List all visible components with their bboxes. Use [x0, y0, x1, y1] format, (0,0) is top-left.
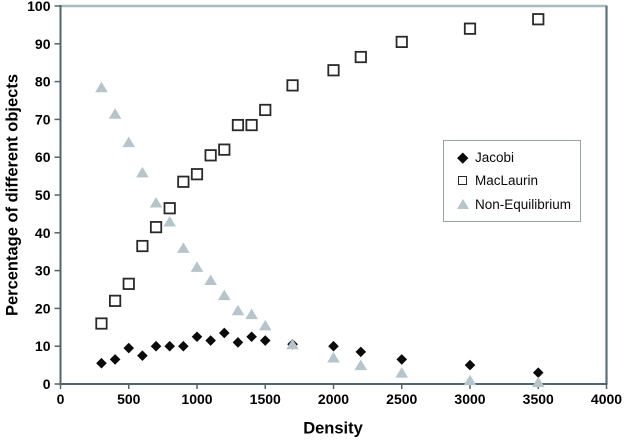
y-tick-label: 40 [35, 225, 51, 241]
legend-item-jacobi: Jacobi [455, 151, 576, 165]
y-tick-label: 20 [35, 300, 51, 316]
y-axis-title: Percentage of different objects [3, 73, 22, 317]
x-tick-label: 3000 [454, 391, 485, 407]
data-point-jacobi [109, 354, 121, 365]
data-point-maclaurin [190, 168, 204, 181]
data-point-non-equilibrium [327, 352, 340, 363]
data-point-non-equilibrium [286, 338, 299, 350]
data-point-non-equilibrium [463, 374, 477, 386]
data-point-maclaurin [149, 221, 163, 234]
data-point-non-equilibrium [149, 197, 163, 208]
y-tick-label: 70 [35, 111, 51, 127]
data-point-maclaurin [95, 317, 108, 330]
data-point-maclaurin [218, 143, 231, 156]
data-point-non-equilibrium [177, 242, 190, 253]
legend-item-maclaurin: MacLaurin [455, 174, 576, 188]
legend-label-maclaurin: MacLaurin [475, 173, 539, 189]
data-point-maclaurin [286, 79, 299, 92]
y-tick-label: 100 [27, 0, 51, 14]
data-point-non-equilibrium [190, 261, 204, 272]
legend-label-non-equilibrium: Non-Equilibrium [475, 196, 572, 212]
data-point-non-equilibrium [395, 367, 409, 378]
data-point-non-equilibrium [231, 304, 245, 316]
data-point-non-equilibrium [245, 308, 258, 320]
data-point-jacobi [259, 335, 271, 346]
data-point-jacobi [191, 331, 203, 343]
data-point-maclaurin [354, 50, 367, 64]
data-point-jacobi [150, 340, 162, 352]
y-tick-label: 50 [35, 187, 51, 203]
data-point-maclaurin [231, 118, 245, 132]
x-axis-title: Density [303, 419, 363, 438]
y-tick-label: 30 [35, 263, 51, 279]
data-point-jacobi [219, 327, 230, 339]
legend-label-jacobi: Jacobi [475, 149, 515, 165]
x-tick-label: 1500 [250, 391, 281, 407]
x-tick-label: 2000 [318, 391, 349, 407]
x-tick-label: 2500 [386, 391, 417, 407]
data-point-non-equilibrium [204, 274, 217, 286]
data-point-maclaurin [109, 294, 122, 307]
legend-marker-non-equilibrium [455, 198, 470, 210]
data-point-non-equilibrium [218, 289, 231, 301]
data-point-maclaurin [163, 202, 176, 215]
data-point-jacobi [464, 359, 476, 371]
data-point-jacobi [532, 367, 544, 378]
data-point-maclaurin [122, 277, 135, 290]
legend-item-non-equilibrium: Non-Equilibrium [455, 198, 576, 212]
data-point-maclaurin [532, 13, 545, 26]
data-point-maclaurin [177, 175, 190, 188]
y-tick-label: 10 [35, 338, 51, 354]
data-point-non-equilibrium [258, 319, 272, 331]
x-tick-label: 1000 [181, 391, 212, 407]
data-point-non-equilibrium [136, 166, 149, 178]
data-point-maclaurin [327, 64, 340, 77]
data-point-jacobi [246, 331, 257, 343]
data-point-jacobi [328, 340, 339, 352]
y-tick-label: 90 [35, 36, 51, 52]
data-point-maclaurin [136, 239, 149, 253]
diamond-icon [457, 152, 468, 163]
x-tick-label: 4000 [591, 391, 622, 407]
data-point-non-equilibrium [95, 81, 108, 93]
y-tick-label: 80 [35, 74, 51, 90]
legend-marker-jacobi [455, 152, 470, 164]
y-tick-label: 60 [35, 149, 51, 165]
data-point-jacobi [178, 340, 189, 352]
data-point-non-equilibrium [108, 108, 122, 119]
data-point-non-equilibrium [531, 376, 545, 388]
square-icon [458, 176, 467, 186]
data-point-maclaurin [463, 22, 477, 35]
data-point-jacobi [396, 354, 408, 365]
data-point-maclaurin [204, 149, 217, 162]
triangle-icon [456, 199, 469, 210]
data-point-non-equilibrium [354, 359, 368, 371]
data-point-jacobi [123, 342, 135, 354]
x-tick-label: 500 [117, 391, 141, 407]
data-point-non-equilibrium [122, 136, 136, 148]
data-point-maclaurin [259, 103, 272, 117]
y-tick-label: 0 [43, 376, 51, 392]
data-point-maclaurin [245, 118, 258, 132]
x-tick-label: 0 [57, 391, 65, 407]
data-point-maclaurin [395, 35, 408, 49]
data-point-jacobi [137, 350, 148, 361]
data-point-jacobi [164, 340, 175, 352]
data-point-jacobi [205, 335, 216, 346]
data-point-jacobi [96, 357, 107, 369]
data-point-jacobi [355, 346, 367, 358]
legend-marker-maclaurin [455, 175, 470, 187]
legend: Jacobi MacLaurin Non-Equilibrium [443, 140, 581, 222]
data-point-non-equilibrium [163, 215, 176, 227]
data-point-jacobi [232, 337, 244, 348]
x-tick-label: 3500 [523, 391, 554, 407]
